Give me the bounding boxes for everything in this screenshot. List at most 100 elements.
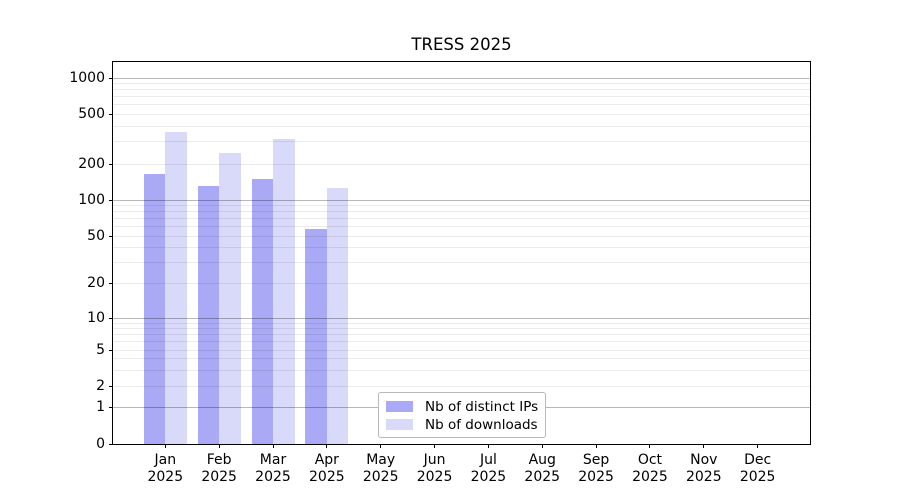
y-tick-label: 500 bbox=[78, 105, 105, 122]
x-tick-mark bbox=[703, 444, 705, 448]
x-tick-mark bbox=[434, 444, 436, 448]
gridline-minor bbox=[113, 211, 810, 213]
legend: Nb of distinct IPs Nb of downloads bbox=[378, 392, 546, 438]
y-tick-label: 0 bbox=[96, 435, 105, 452]
x-tick-label-year: 2025 bbox=[416, 469, 453, 485]
y-tick-mark bbox=[109, 318, 113, 320]
x-tick-label-year: 2025 bbox=[470, 469, 507, 485]
x-tick-mark bbox=[218, 444, 220, 448]
gridline-major bbox=[113, 199, 810, 201]
x-tick-label-year: 2025 bbox=[739, 469, 776, 485]
legend-label-distinct-ips: Nb of distinct IPs bbox=[425, 398, 539, 415]
x-tick-label-year: 2025 bbox=[524, 469, 561, 485]
gridline-minor bbox=[113, 96, 810, 98]
gridline-minor bbox=[113, 328, 810, 330]
legend-item-downloads: Nb of downloads bbox=[386, 416, 538, 433]
x-tick-label: Mar 2025 bbox=[243, 452, 303, 486]
x-tick-label: Nov 2025 bbox=[674, 452, 734, 486]
x-tick-mark bbox=[164, 444, 166, 448]
y-tick-label: 1000 bbox=[69, 69, 105, 86]
bar-distinct-ips bbox=[305, 229, 327, 444]
gridline-minor bbox=[113, 163, 810, 165]
bar-downloads bbox=[326, 188, 349, 444]
y-tick-label: 50 bbox=[87, 227, 105, 244]
x-tick-label: Jan 2025 bbox=[135, 452, 195, 486]
x-tick-label-year: 2025 bbox=[685, 469, 722, 485]
legend-swatch-downloads bbox=[386, 419, 413, 430]
gridline-minor bbox=[113, 83, 810, 85]
gridline-minor bbox=[113, 386, 810, 388]
y-tick-label: 100 bbox=[78, 191, 105, 208]
y-tick-label: 2 bbox=[96, 378, 105, 395]
gridline-minor bbox=[113, 204, 810, 206]
x-tick-mark bbox=[757, 444, 759, 448]
gridline-minor bbox=[113, 226, 810, 228]
gridline-minor bbox=[113, 89, 810, 91]
y-tick-mark bbox=[109, 386, 113, 388]
gridline-minor bbox=[113, 125, 810, 127]
x-tick-mark bbox=[595, 444, 597, 448]
bar-downloads bbox=[219, 152, 241, 444]
x-tick-label: Feb 2025 bbox=[189, 452, 249, 486]
bar-distinct-ips bbox=[143, 173, 166, 444]
gridline-minor bbox=[113, 113, 810, 115]
gridline-minor bbox=[113, 334, 810, 336]
y-tick-mark bbox=[109, 349, 113, 351]
x-tick-label: May 2025 bbox=[351, 452, 411, 486]
x-tick-mark bbox=[380, 444, 382, 448]
y-tick-label: 20 bbox=[87, 275, 105, 291]
chart-title: TRESS 2025 bbox=[411, 35, 512, 54]
x-tick-label-year: 2025 bbox=[147, 469, 184, 485]
x-tick-label-year: 2025 bbox=[201, 469, 237, 485]
legend-label-downloads: Nb of downloads bbox=[425, 416, 538, 433]
x-tick-label: Apr 2025 bbox=[297, 452, 357, 486]
x-tick-label: Jul 2025 bbox=[458, 452, 518, 486]
gridline-minor bbox=[113, 141, 810, 143]
bar-downloads bbox=[165, 131, 187, 444]
y-tick-mark bbox=[109, 113, 113, 115]
legend-swatch-distinct-ips bbox=[386, 401, 413, 412]
x-tick-label: Dec 2025 bbox=[728, 452, 788, 486]
y-tick-label: 1 bbox=[96, 399, 105, 415]
gridline-minor bbox=[113, 358, 810, 360]
y-tick-mark bbox=[109, 163, 113, 165]
x-tick-label-year: 2025 bbox=[309, 469, 345, 485]
gridline-minor bbox=[113, 235, 810, 237]
x-tick-label: Sep 2025 bbox=[566, 452, 626, 486]
x-tick-label: Jun 2025 bbox=[405, 452, 465, 486]
x-tick-mark bbox=[487, 444, 489, 448]
x-tick-mark bbox=[326, 444, 328, 448]
y-tick-label: 10 bbox=[87, 310, 105, 327]
x-tick-label-year: 2025 bbox=[632, 469, 668, 485]
bar-distinct-ips bbox=[251, 178, 273, 444]
gridline-major bbox=[113, 77, 810, 79]
gridline-minor bbox=[113, 349, 810, 351]
x-tick-label: Oct 2025 bbox=[620, 452, 680, 486]
y-tick-label: 200 bbox=[78, 155, 105, 172]
x-tick-label-year: 2025 bbox=[255, 469, 291, 485]
gridline-minor bbox=[113, 247, 810, 249]
y-tick-label: 5 bbox=[96, 341, 105, 358]
gridline-minor bbox=[113, 218, 810, 220]
gridline-minor bbox=[113, 104, 810, 106]
y-tick-mark bbox=[109, 77, 113, 79]
y-tick-mark bbox=[109, 235, 113, 237]
y-tick-mark bbox=[109, 443, 113, 445]
gridline-minor bbox=[113, 322, 810, 324]
gridline-minor bbox=[113, 283, 810, 284]
y-tick-mark bbox=[109, 283, 113, 284]
x-tick-mark bbox=[649, 444, 651, 448]
gridline-minor bbox=[113, 369, 810, 371]
x-tick-label-year: 2025 bbox=[578, 469, 614, 485]
x-tick-label-year: 2025 bbox=[362, 469, 399, 485]
y-tick-mark bbox=[109, 199, 113, 201]
x-tick-label: Aug 2025 bbox=[512, 452, 572, 486]
bar-distinct-ips bbox=[197, 186, 220, 444]
legend-item-distinct-ips: Nb of distinct IPs bbox=[386, 398, 539, 415]
gridline-major bbox=[113, 318, 810, 320]
bar-downloads bbox=[273, 139, 295, 444]
gridline-minor bbox=[113, 341, 810, 343]
x-tick-mark bbox=[541, 444, 543, 448]
x-tick-mark bbox=[272, 444, 274, 448]
